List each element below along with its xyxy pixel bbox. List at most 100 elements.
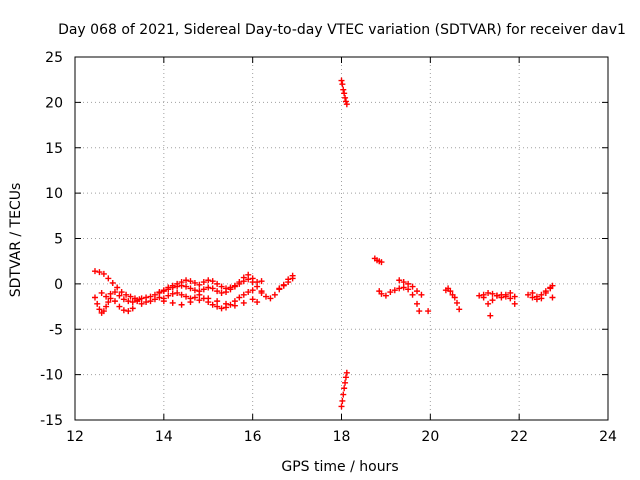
data-point-marker xyxy=(276,285,283,292)
data-point-marker xyxy=(91,294,98,301)
data-point-marker xyxy=(214,280,221,287)
data-point-marker xyxy=(476,292,483,299)
y-tick-label: -5 xyxy=(49,322,63,338)
y-axis-label: SDTVAR / TECUs xyxy=(8,183,24,298)
data-point-marker xyxy=(191,279,198,286)
data-point-marker xyxy=(105,275,112,282)
y-tick-label: 20 xyxy=(45,95,63,111)
data-point-marker xyxy=(236,279,243,286)
data-point-marker xyxy=(342,98,349,105)
data-point-marker xyxy=(485,300,492,307)
data-point-marker xyxy=(205,295,212,302)
data-point-marker xyxy=(240,299,247,306)
data-point-marker xyxy=(218,283,225,290)
data-point-marker xyxy=(396,277,403,284)
data-point-marker xyxy=(245,271,252,278)
data-point-marker xyxy=(196,297,203,304)
data-point-marker xyxy=(249,296,256,303)
data-point-marker xyxy=(453,299,460,306)
data-point-marker xyxy=(187,285,194,292)
data-point-marker xyxy=(116,303,123,310)
data-point-marker xyxy=(103,293,110,300)
data-point-marker xyxy=(209,285,216,292)
grid-lines xyxy=(75,57,608,420)
data-point-marker xyxy=(178,291,185,298)
data-point-marker xyxy=(123,291,130,298)
data-point-marker xyxy=(271,291,278,298)
data-point-marker xyxy=(143,299,150,306)
y-tick-label: 15 xyxy=(45,141,63,157)
data-point-marker xyxy=(340,391,347,398)
data-point-marker xyxy=(493,292,500,299)
data-point-marker xyxy=(205,284,212,291)
data-point-marker xyxy=(414,288,421,295)
data-point-marker xyxy=(249,287,256,294)
data-point-marker xyxy=(280,282,287,289)
y-tick-labels: 25 20 15 10 5 0 -5 -10 -15 xyxy=(40,50,63,429)
data-point-marker xyxy=(262,293,269,300)
data-point-marker xyxy=(127,293,134,300)
data-point-marker xyxy=(183,277,190,284)
data-point-marker xyxy=(223,300,230,307)
x-tick-label: 12 xyxy=(66,429,84,445)
data-point-marker xyxy=(396,285,403,292)
y-tick-label: 5 xyxy=(54,232,63,248)
data-point-marker xyxy=(409,283,416,290)
data-point-marker xyxy=(160,287,167,294)
axis-ticks xyxy=(74,56,609,421)
data-point-marker xyxy=(378,290,385,297)
data-point-marker xyxy=(343,369,350,376)
data-point-marker xyxy=(165,292,172,299)
data-point-marker xyxy=(187,299,194,306)
x-tick-label: 24 xyxy=(599,429,617,445)
data-point-marker xyxy=(258,289,265,296)
data-point-marker xyxy=(218,305,225,312)
data-point-marker xyxy=(227,301,234,308)
data-point-marker xyxy=(151,296,158,303)
data-point-marker xyxy=(116,292,123,299)
data-point-marker xyxy=(160,298,167,305)
data-point-marker xyxy=(400,284,407,291)
data-point-marker xyxy=(111,298,118,305)
data-point-marker xyxy=(114,284,121,291)
data-point-marker xyxy=(245,289,252,296)
data-point-marker xyxy=(489,290,496,297)
data-point-marker xyxy=(214,288,221,295)
data-point-marker xyxy=(480,291,487,298)
data-point-marker xyxy=(405,286,412,293)
data-point-marker xyxy=(200,286,207,293)
data-point-marker xyxy=(507,289,514,296)
data-point-marker xyxy=(214,303,221,310)
data-point-marker xyxy=(341,385,348,392)
data-point-marker xyxy=(218,289,225,296)
data-point-marker xyxy=(178,301,185,308)
data-point-marker xyxy=(200,279,207,286)
data-point-marker xyxy=(285,279,292,286)
data-point-marker xyxy=(147,298,154,305)
data-point-marker xyxy=(547,285,554,292)
data-point-marker xyxy=(165,284,172,291)
y-tick-label: 10 xyxy=(45,186,63,202)
data-point-marker xyxy=(91,268,98,275)
y-tick-label: 0 xyxy=(54,277,63,293)
data-point-marker xyxy=(174,280,181,287)
data-point-marker xyxy=(338,77,345,84)
data-point-marker xyxy=(447,288,454,295)
data-point-marker xyxy=(254,279,261,286)
data-point-marker xyxy=(338,403,345,410)
data-point-marker xyxy=(138,295,145,302)
data-point-marker xyxy=(400,279,407,286)
data-point-marker xyxy=(96,306,103,313)
data-point-marker xyxy=(382,292,389,299)
data-point-marker xyxy=(105,299,112,306)
x-tick-label: 14 xyxy=(155,429,173,445)
data-point-marker xyxy=(339,81,346,88)
data-point-marker xyxy=(129,299,136,306)
data-point-marker xyxy=(178,279,185,286)
data-points xyxy=(91,77,556,410)
data-point-marker xyxy=(156,289,163,296)
data-point-marker xyxy=(416,308,423,315)
data-point-marker xyxy=(409,291,416,298)
data-point-marker xyxy=(223,285,230,292)
data-point-marker xyxy=(414,300,421,307)
